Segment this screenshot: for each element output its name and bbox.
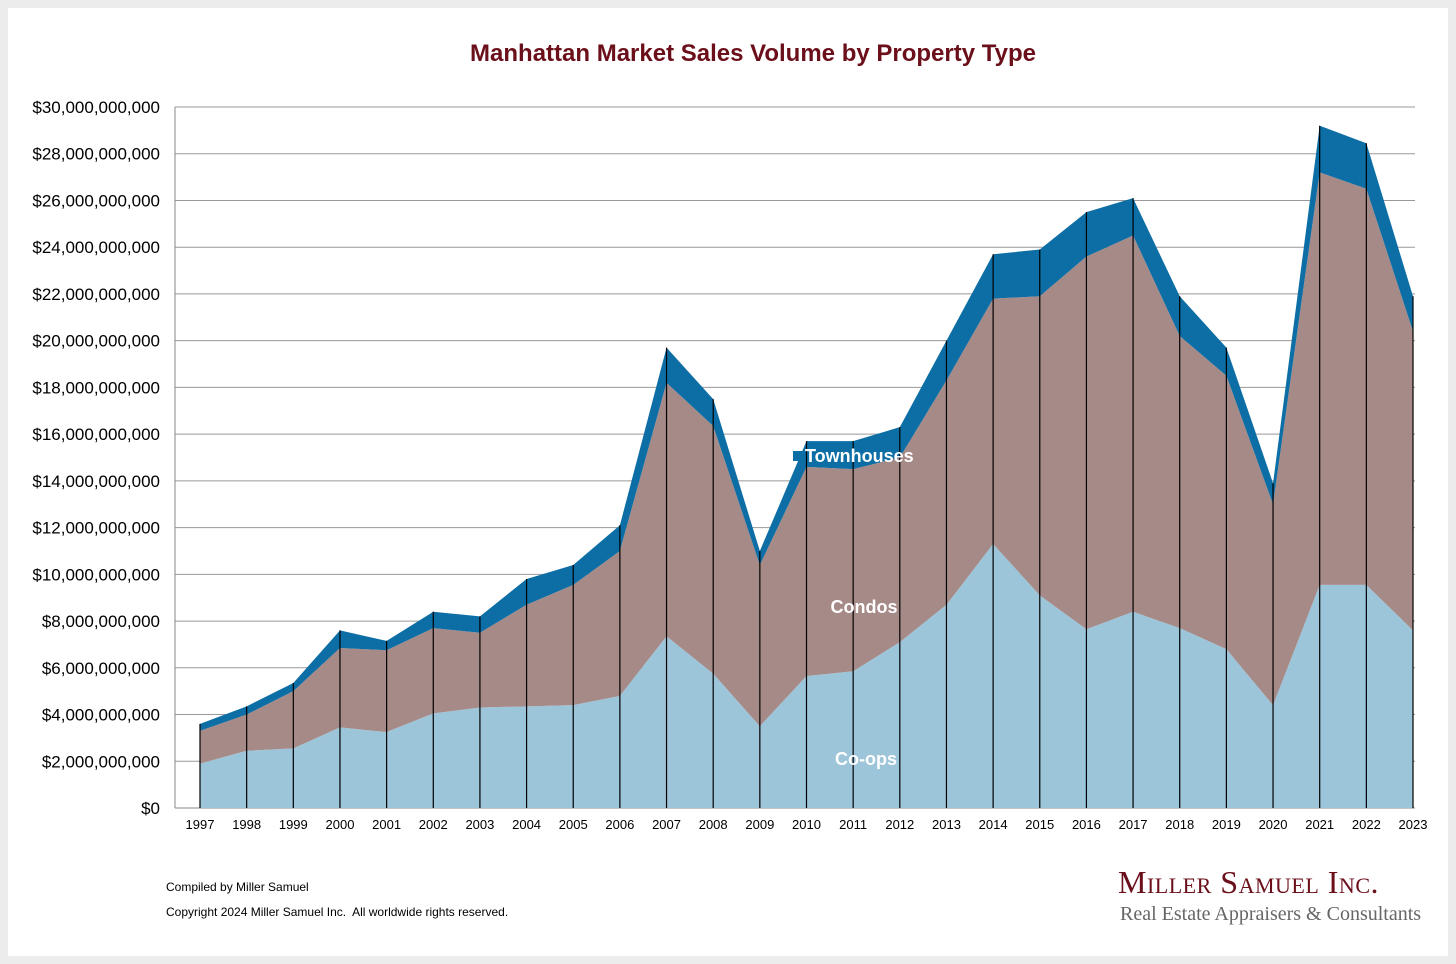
x-tick-label: 2002 [419,817,448,832]
label-condos: Condos [831,597,898,617]
compiled-note: Compiled by Miller Samuel [166,880,309,894]
x-tick-label: 2003 [465,817,494,832]
x-tick-label: 2018 [1165,817,1194,832]
y-tick-label: $10,000,000,000 [32,565,160,584]
y-tick-label: $30,000,000,000 [32,98,160,117]
chart-title: Manhattan Market Sales Volume by Propert… [470,40,1036,67]
y-tick-label: $18,000,000,000 [32,378,160,397]
x-tick-label: 1998 [232,817,261,832]
x-tick-label: 2012 [885,817,914,832]
x-tick-label: 2009 [745,817,774,832]
y-tick-label: $12,000,000,000 [32,519,160,538]
x-tick-label: 2001 [372,817,401,832]
y-tick-label: $22,000,000,000 [32,285,160,304]
y-tick-label: $2,000,000,000 [42,752,160,771]
y-tick-label: $0 [141,799,160,818]
area-chart: Manhattan Market Sales Volume by Propert… [32,40,1428,832]
x-tick-label: 2022 [1352,817,1381,832]
x-tick-label: 2005 [559,817,588,832]
x-tick-label: 2021 [1305,817,1334,832]
logo-tagline: Real Estate Appraisers & Consultants [1120,903,1422,925]
y-tick-label: $16,000,000,000 [32,425,160,444]
x-tick-label: 2015 [1025,817,1054,832]
y-tick-label: $24,000,000,000 [32,238,160,257]
label-townhouses: Townhouses [805,446,914,466]
copyright-note: Copyright 2024 Miller Samuel Inc. All wo… [166,905,509,919]
x-tick-label: 2006 [605,817,634,832]
y-tick-label: $28,000,000,000 [32,145,160,164]
y-tick-label: $6,000,000,000 [42,659,160,678]
y-tick-label: $8,000,000,000 [42,612,160,631]
x-tick-label: 1999 [279,817,308,832]
townhouses-marker [793,451,803,461]
x-tick-label: 2020 [1259,817,1288,832]
x-tick-label: 2019 [1212,817,1241,832]
x-tick-label: 2016 [1072,817,1101,832]
x-tick-label: 2017 [1119,817,1148,832]
x-tick-label: 2004 [512,817,541,832]
x-tick-label: 1997 [186,817,215,832]
x-tick-label: 2023 [1399,817,1428,832]
y-tick-label: $26,000,000,000 [32,191,160,210]
x-tick-label: 2014 [979,817,1008,832]
logo-name: Miller Samuel Inc. [1118,864,1379,900]
y-tick-label: $14,000,000,000 [32,472,160,491]
y-tick-label: $4,000,000,000 [42,706,160,725]
x-tick-label: 2013 [932,817,961,832]
x-tick-label: 2010 [792,817,821,832]
label-coops: Co-ops [835,749,897,769]
x-tick-label: 2000 [326,817,355,832]
x-tick-label: 2011 [839,817,867,832]
chart-frame: Manhattan Market Sales Volume by Propert… [8,8,1448,956]
series-labels: Townhouses Condos Co-ops [793,446,914,769]
x-tick-label: 2008 [699,817,728,832]
y-tick-label: $20,000,000,000 [32,332,160,351]
x-tick-label: 2007 [652,817,681,832]
